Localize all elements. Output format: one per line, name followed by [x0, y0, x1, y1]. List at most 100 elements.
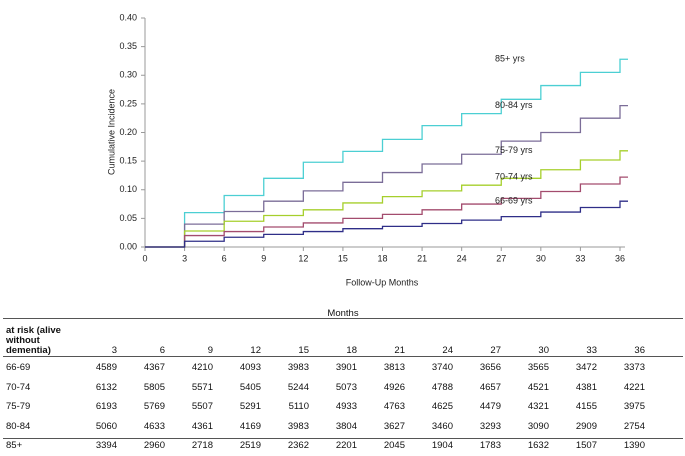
header-cell: at risk (alive without dementia) — [6, 325, 61, 356]
table-cell: 4367 — [143, 362, 165, 374]
x-axis-label: Follow-Up Months — [346, 277, 419, 287]
table-rule — [3, 318, 683, 319]
y-tick-label: 0.00 — [119, 241, 137, 251]
table-cell: 3983 — [287, 362, 309, 374]
series-label: 75-79 yrs — [495, 145, 533, 155]
table-cell: 2718 — [191, 440, 213, 452]
header-cell: 30 — [538, 345, 549, 356]
table-cell: 5244 — [287, 381, 309, 393]
y-tick-label: 0.10 — [119, 184, 137, 194]
table-cell: 4521 — [527, 381, 549, 393]
table-row: 70-74 6132 5805 5571 5405 5244 5073 4926 4788 465… — [3, 378, 645, 398]
table-cell: 4479 — [479, 401, 501, 413]
table-cell: 3740 — [431, 362, 453, 374]
header-cell: 9 — [207, 345, 213, 356]
step-line — [145, 58, 628, 248]
table-cell: 4155 — [575, 401, 597, 413]
x-tick-label: 9 — [261, 253, 266, 263]
y-tick-label: 0.15 — [119, 156, 137, 166]
step-line — [145, 176, 628, 248]
table-cell: 4210 — [191, 362, 213, 374]
y-axis-label: Cumulative Incidence — [106, 89, 116, 175]
y-tick-label: 0.30 — [119, 70, 137, 80]
table-cell: 3627 — [383, 420, 405, 432]
series-label: 80-84 yrs — [495, 100, 533, 110]
series-label: 70-74 yrs — [495, 172, 533, 182]
table-cell: 66-69 — [6, 362, 31, 374]
step-line — [145, 104, 628, 248]
table-cell: 4169 — [239, 420, 261, 432]
table-cell: 6132 — [95, 381, 117, 393]
table-cell: 3373 — [623, 362, 645, 374]
table: at risk (alive without dementia) 3 6 9 12 15 1… — [3, 320, 645, 456]
table-cell: 4361 — [191, 420, 213, 432]
chart: Cumulative Incidence Follow-Up Months 0.… — [106, 12, 628, 287]
x-tick-label: 36 — [615, 253, 625, 263]
table-cell: 4933 — [335, 401, 357, 413]
x-tick-label: 24 — [457, 253, 467, 263]
table-cell: 4221 — [623, 381, 645, 393]
table-cell: 3472 — [575, 362, 597, 374]
table-cell: 1904 — [431, 440, 453, 452]
x-tick-label: 6 — [222, 253, 227, 263]
table-row: 75-79 6193 5769 5507 5291 5110 4933 4763 4625 447… — [3, 397, 645, 417]
y-tick-label: 0.35 — [119, 41, 137, 51]
table-cell: 3090 — [527, 420, 549, 432]
y-tick-label: 0.20 — [119, 127, 137, 137]
table-cell: 2362 — [287, 440, 309, 452]
table-cell: 2754 — [623, 420, 645, 432]
series-label: 85+ yrs — [495, 54, 525, 64]
table-cell: 2909 — [575, 420, 597, 432]
table-cell: 4657 — [479, 381, 501, 393]
table-cell: 4788 — [431, 381, 453, 393]
header-cell: 15 — [298, 345, 309, 356]
y-tick-label: 0.05 — [119, 213, 137, 223]
header-cell: 18 — [346, 345, 357, 356]
table-cell: 4381 — [575, 381, 597, 393]
table-cell: 4763 — [383, 401, 405, 413]
x-tick-label: 30 — [536, 253, 546, 263]
table-cell: 3293 — [479, 420, 501, 432]
table-cell: 4321 — [527, 401, 549, 413]
page: {"chart_data": {"type": "step", "y_label… — [3, 12, 683, 452]
table-row: 80-84 5060 4633 4361 4169 3983 3804 3627 3460 329… — [3, 417, 645, 437]
table-cell: 3901 — [335, 362, 357, 374]
table-cell: 75-79 — [6, 401, 31, 413]
header-cell: 24 — [442, 345, 453, 356]
table-header-row: at risk (alive without dementia) 3 6 9 12 15 1… — [3, 320, 645, 358]
x-tick-label: 15 — [338, 253, 348, 263]
table-cell: 5110 — [288, 401, 309, 413]
table-cell: 2201 — [335, 440, 357, 452]
y-tick-label: 0.40 — [119, 12, 137, 22]
header-cell: 12 — [250, 345, 261, 356]
header-cell: 33 — [586, 345, 597, 356]
table-cell: 3975 — [623, 401, 645, 413]
header-cell: 3 — [111, 345, 117, 356]
table-cell: 4093 — [239, 362, 261, 374]
x-tick-label: 3 — [182, 253, 187, 263]
header-cell: 6 — [159, 345, 165, 356]
step-line — [145, 200, 628, 248]
table-cell: 5073 — [335, 381, 357, 393]
table-cell: 6193 — [95, 401, 117, 413]
table-cell: 3804 — [335, 420, 357, 432]
table-row: 85+ 3394 2960 2718 2519 2362 2201 2045 1904 1783 1… — [3, 436, 645, 456]
table-cell: 1632 — [527, 440, 549, 452]
table-rule — [3, 356, 683, 357]
table-cell: 2045 — [383, 440, 405, 452]
table-cell: 5769 — [143, 401, 165, 413]
x-tick-label: 33 — [575, 253, 585, 263]
y-tick-label: 0.25 — [119, 98, 137, 108]
table-cell: 1783 — [479, 440, 501, 452]
table-cell: 5060 — [95, 420, 117, 432]
series-label: 66-69 yrs — [495, 196, 533, 206]
table-cell: 4633 — [143, 420, 165, 432]
table-cell: 3460 — [431, 420, 453, 432]
table-cell: 3394 — [95, 440, 117, 452]
table-cell: 85+ — [6, 440, 23, 452]
table-cell: 2960 — [143, 440, 165, 452]
table-cell: 2519 — [239, 440, 261, 452]
x-tick-label: 0 — [142, 253, 147, 263]
step-line — [145, 150, 628, 248]
table-cell: 3983 — [287, 420, 309, 432]
